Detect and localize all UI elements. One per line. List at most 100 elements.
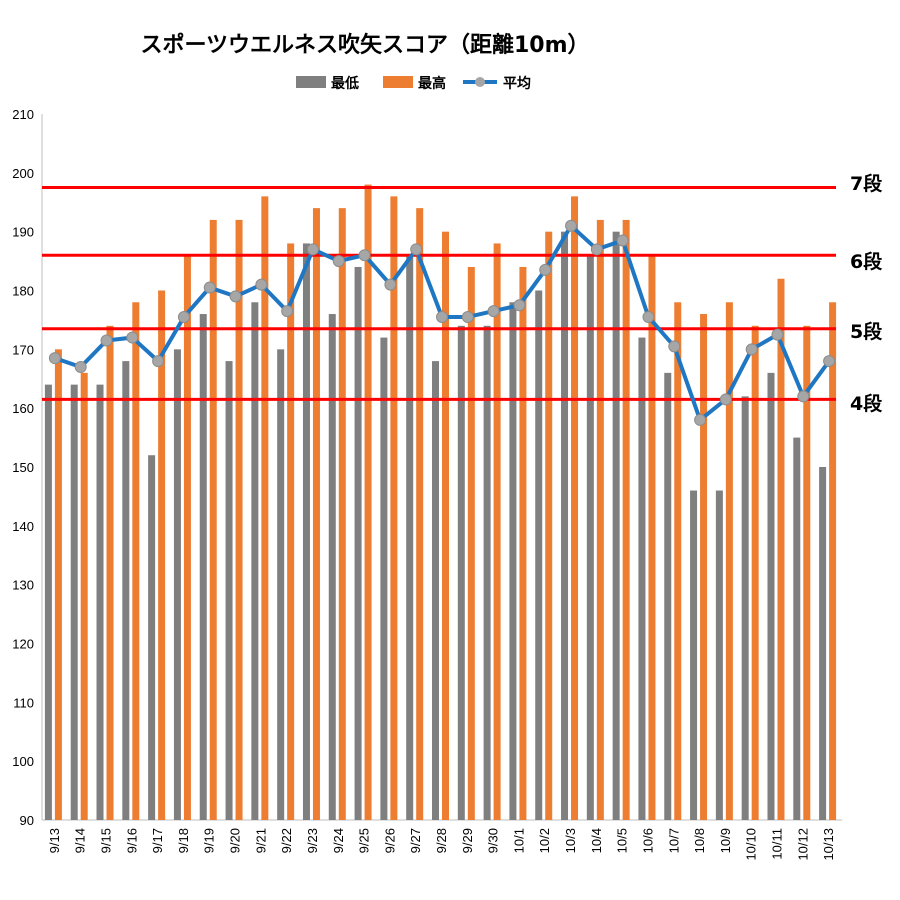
legend: 最低 最高 平均 <box>296 75 531 92</box>
x-tick-label: 9/14 <box>73 828 88 853</box>
min-bar-7 <box>225 361 233 820</box>
max-bar-21 <box>596 219 604 820</box>
y-tick-label: 100 <box>12 754 34 769</box>
x-tick-label: 9/24 <box>331 828 346 853</box>
max-bar-3 <box>132 302 140 820</box>
min-bar-23 <box>638 337 646 820</box>
average-point-17 <box>487 305 500 318</box>
max-bar-5 <box>183 255 191 820</box>
average-point-30 <box>823 355 836 368</box>
max-bar-11 <box>338 208 346 821</box>
x-tick-label: 9/27 <box>408 828 423 853</box>
chart-title: スポーツウエルネス吹矢スコア（距離10m） <box>140 32 589 58</box>
x-tick-label: 9/28 <box>434 828 449 853</box>
max-bar-19 <box>545 231 553 820</box>
min-bar-0 <box>44 384 52 820</box>
min-bar-2 <box>96 384 104 820</box>
legend-label-1: 最高 <box>418 75 446 92</box>
legend-label-2: 平均 <box>503 75 531 92</box>
dan-label-0: 7段 <box>850 172 883 195</box>
average-point-6 <box>203 281 216 294</box>
y-tick-label: 160 <box>12 401 34 416</box>
min-bar-8 <box>251 302 259 820</box>
x-tick-label: 10/9 <box>718 828 733 853</box>
max-bar-9 <box>287 243 295 820</box>
average-point-14 <box>410 243 423 256</box>
x-tick-label: 9/17 <box>150 828 165 853</box>
legend-label-0: 最低 <box>331 75 359 92</box>
min-bar-26 <box>715 490 723 820</box>
min-bar-22 <box>612 231 620 820</box>
min-bar-20 <box>561 231 569 820</box>
legend-marker <box>475 77 485 87</box>
average-point-3 <box>126 331 139 344</box>
x-tick-label: 9/25 <box>357 828 372 853</box>
average-point-22 <box>616 234 629 247</box>
min-bar-30 <box>819 467 827 820</box>
y-tick-label: 180 <box>12 284 34 299</box>
plot-area: 90 100 110 120 130 140 150 160 170 180 190 200 210 7段… <box>12 107 883 861</box>
min-bar-5 <box>173 349 181 820</box>
max-bar-24 <box>674 302 682 820</box>
max-bar-14 <box>416 208 424 821</box>
x-tick-label: 9/21 <box>253 828 268 853</box>
x-tick-label: 10/11 <box>769 828 784 860</box>
average-point-29 <box>797 390 810 403</box>
average-point-25 <box>694 413 707 426</box>
y-tick-label: 120 <box>12 637 34 652</box>
y-tick-label: 90 <box>20 813 34 828</box>
x-tick-label: 9/18 <box>176 828 191 853</box>
max-bar-13 <box>390 196 398 820</box>
average-point-13 <box>384 278 397 291</box>
min-bar-4 <box>148 455 156 820</box>
x-tick-label: 9/23 <box>305 828 320 853</box>
min-bar-28 <box>767 372 775 820</box>
min-bar-18 <box>509 302 517 820</box>
max-bar-7 <box>235 219 243 820</box>
average-point-5 <box>177 310 190 323</box>
min-bar-16 <box>457 325 465 820</box>
average-point-18 <box>513 299 526 312</box>
dan-label-2: 5段 <box>850 320 883 343</box>
min-bar-12 <box>354 266 362 820</box>
max-bar-4 <box>158 290 166 820</box>
y-tick-label: 200 <box>12 166 34 181</box>
y-tick-label: 210 <box>12 107 34 122</box>
average-point-24 <box>668 340 681 353</box>
average-point-9 <box>281 305 294 318</box>
max-bar-1 <box>80 372 88 820</box>
min-bar-17 <box>483 325 491 820</box>
max-bar-25 <box>700 314 708 820</box>
y-tick-label: 130 <box>12 578 34 593</box>
average-point-19 <box>539 263 552 276</box>
average-point-11 <box>332 255 345 268</box>
average-point-28 <box>771 328 784 341</box>
x-tick-label: 9/26 <box>382 828 397 853</box>
max-bar-26 <box>725 302 733 820</box>
average-point-4 <box>152 355 165 368</box>
y-tick-label: 150 <box>12 460 34 475</box>
x-tick-label: 9/22 <box>279 828 294 853</box>
max-bar-20 <box>571 196 579 820</box>
max-bar-10 <box>312 208 320 821</box>
x-tick-label: 10/5 <box>615 828 630 853</box>
x-tick-label: 10/1 <box>511 828 526 853</box>
max-bar-2 <box>106 325 114 820</box>
x-tick-label: 10/6 <box>640 828 655 853</box>
x-tick-label: 9/19 <box>202 828 217 853</box>
max-bar-22 <box>622 219 630 820</box>
average-point-0 <box>48 352 61 365</box>
max-bar-6 <box>209 219 217 820</box>
y-tick-label: 140 <box>12 519 34 534</box>
x-tick-label: 10/10 <box>744 828 759 861</box>
x-tick-label: 9/30 <box>486 828 501 853</box>
min-bar-29 <box>793 437 801 820</box>
min-bar-11 <box>328 314 336 820</box>
x-tick-label: 9/29 <box>460 828 475 853</box>
dan-label-3: 4段 <box>850 392 883 415</box>
max-bar-12 <box>364 184 372 821</box>
average-point-7 <box>229 290 242 303</box>
min-bar-24 <box>664 372 672 820</box>
average-point-23 <box>642 310 655 323</box>
